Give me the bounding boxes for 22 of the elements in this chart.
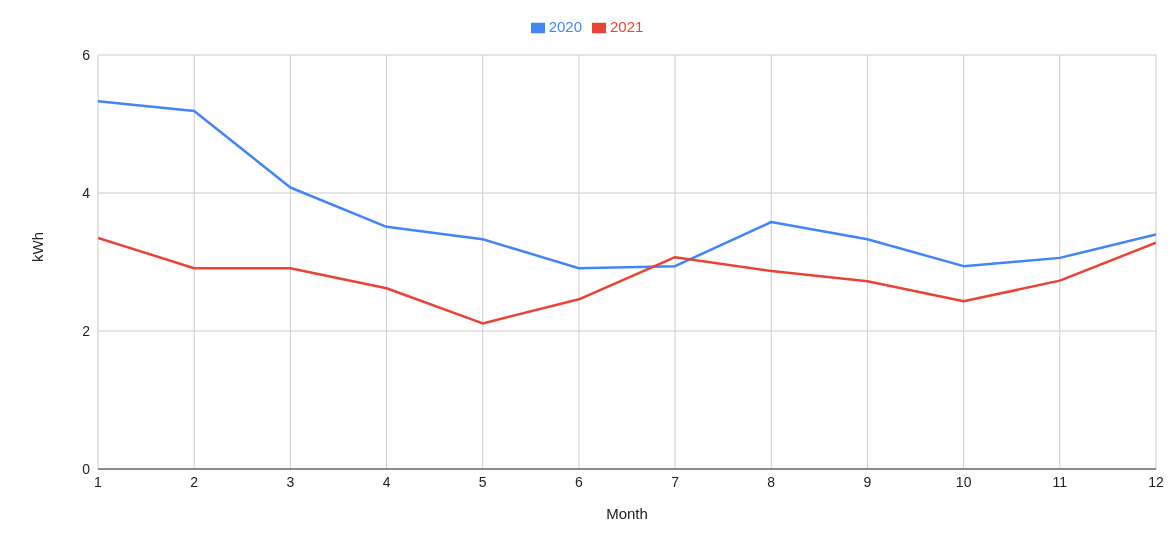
y-tick-label: 6: [82, 47, 91, 63]
x-tick-label: 11: [1052, 473, 1068, 490]
x-tick-label: 7: [671, 473, 680, 490]
line-series: [98, 100, 1156, 270]
y-tick-label: 4: [82, 184, 91, 201]
x-tick-label: 3: [286, 473, 295, 490]
y-tick-label: 2: [82, 322, 91, 339]
x-tick-label: 6: [575, 473, 584, 490]
legend-label: 2021: [610, 18, 644, 35]
x-tick-label: 5: [478, 473, 487, 490]
x-tick-label: 9: [863, 473, 872, 490]
x-tick-label: 12: [1148, 473, 1164, 490]
x-tick-label: 10: [955, 473, 972, 490]
y-axis-title: kWh: [29, 232, 47, 263]
legend-label: 2020: [548, 18, 582, 35]
x-tick-label: 8: [767, 473, 776, 490]
x-axis-title: Month: [606, 505, 648, 522]
y-tick-label: 0: [82, 460, 91, 477]
x-tick-label: 2: [190, 473, 199, 490]
line-series: [98, 236, 1156, 325]
x-tick-label: 4: [382, 473, 391, 490]
x-tick-label: 1: [94, 473, 103, 490]
